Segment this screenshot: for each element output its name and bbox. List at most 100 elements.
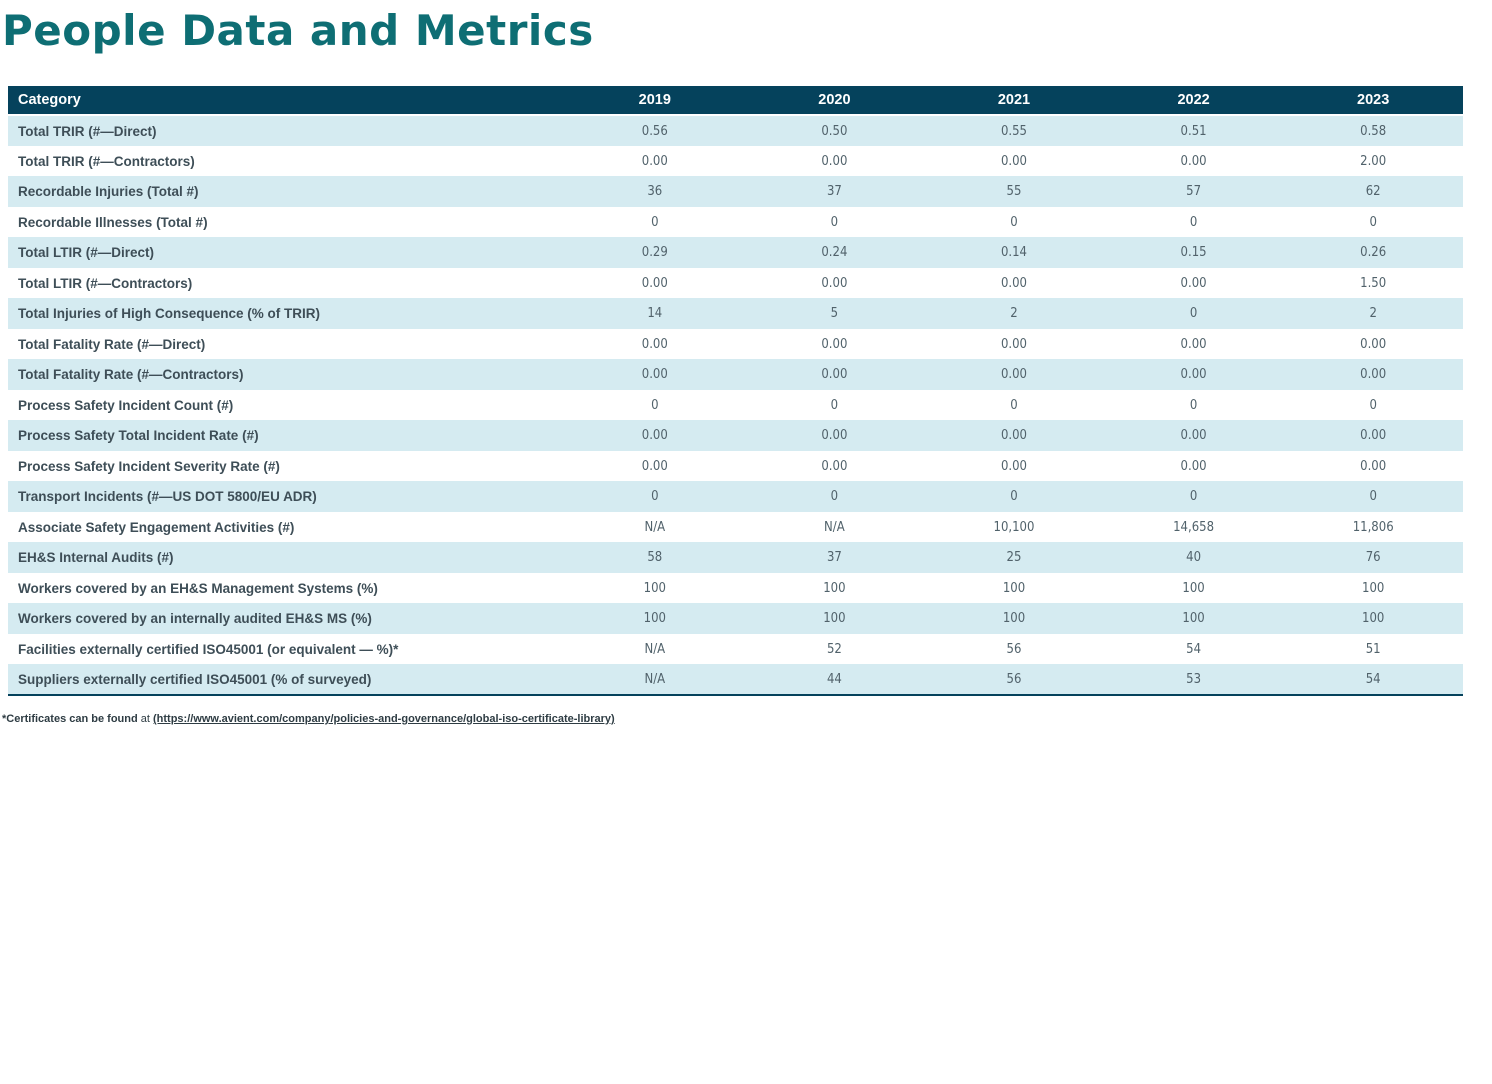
row-value: 0.00 xyxy=(1000,428,1027,444)
row-value: 0.00 xyxy=(1000,458,1027,474)
row-value: 0 xyxy=(1189,306,1198,322)
row-value: 0.00 xyxy=(641,428,668,444)
row-value: 44 xyxy=(826,671,842,687)
row-label: Facilities externally certified ISO45001… xyxy=(18,641,399,657)
row-value: 0.00 xyxy=(1360,367,1387,383)
row-value: 52 xyxy=(826,641,842,657)
row-value: 0 xyxy=(1369,214,1377,230)
table-row: Associate Safety Engagement Activities (… xyxy=(8,511,1463,543)
row-value: 0 xyxy=(651,214,659,230)
page-title: People Data and Metrics xyxy=(2,6,594,55)
row-value: 0 xyxy=(830,489,839,505)
row-value: 0 xyxy=(1369,489,1377,505)
table-row: Transport Incidents (#—US DOT 5800/EU AD… xyxy=(8,481,1463,512)
row-value: 0 xyxy=(830,397,839,413)
row-value: 0.00 xyxy=(1360,336,1387,352)
row-value: 25 xyxy=(1006,550,1022,566)
row-value: 0.00 xyxy=(821,367,848,383)
row-label: Process Safety Incident Count (#) xyxy=(18,397,234,413)
row-value: 0.00 xyxy=(641,367,668,383)
row-value: 1.50 xyxy=(1360,275,1387,291)
row-value: 0 xyxy=(1010,489,1018,505)
row-value: 76 xyxy=(1365,550,1381,566)
table-row: Total TRIR (#—Direct) 0.56 0.50 0.55 0.51 0.5… xyxy=(8,115,1463,146)
table-row: Total LTIR (#—Contractors) 0.00 0.00 0.00 0.… xyxy=(8,267,1463,299)
row-value: 51 xyxy=(1365,641,1381,657)
row-label: Workers covered by an internally audited… xyxy=(18,611,372,627)
row-value: N/A xyxy=(644,519,666,535)
row-value: 11,806 xyxy=(1352,519,1394,535)
row-value: 0.00 xyxy=(1360,428,1387,444)
row-value: 0.00 xyxy=(1180,458,1207,474)
row-value: 0.00 xyxy=(1180,367,1207,383)
row-value: 0.00 xyxy=(1000,336,1027,352)
row-value: 54 xyxy=(1365,671,1381,687)
row-value: 0 xyxy=(1189,214,1198,230)
row-value: 53 xyxy=(1186,671,1202,687)
table-row: Total Fatality Rate (#—Contractors) 0.00 0… xyxy=(8,359,1463,390)
row-value: 0.00 xyxy=(821,153,848,169)
footnote-certificate-link[interactable]: (https://www.avient.com/company/policies… xyxy=(153,712,615,725)
row-value: 0 xyxy=(830,214,839,230)
row-label: Total TRIR (#—Contractors) xyxy=(18,153,195,169)
row-value: 100 xyxy=(1002,580,1026,596)
row-value: 56 xyxy=(1006,671,1022,687)
row-value: 14,658 xyxy=(1173,519,1215,535)
table-row: Process Safety Incident Severity Rate (#… xyxy=(8,450,1463,482)
row-value: 36 xyxy=(647,184,663,200)
row-value: 0.00 xyxy=(1180,153,1207,169)
row-label: Recordable Illnesses (Total #) xyxy=(18,214,208,230)
row-value: 100 xyxy=(1002,611,1026,627)
row-value: 0.00 xyxy=(821,458,848,474)
row-label: Transport Incidents (#—US DOT 5800/EU AD… xyxy=(18,489,317,505)
row-value: 0 xyxy=(1189,489,1198,505)
row-value: 100 xyxy=(823,611,846,627)
column-header-category: Category xyxy=(8,86,565,117)
row-value: 100 xyxy=(1182,611,1205,627)
row-label: Total Fatality Rate (#—Contractors) xyxy=(18,367,244,383)
people-data-metrics-table: Category 2019 2020 2021 2022 2023 Total TRIR… xyxy=(8,86,1463,696)
row-value: 0.00 xyxy=(1180,275,1207,291)
row-value: 56 xyxy=(1006,641,1022,657)
row-value: 0.00 xyxy=(1180,428,1207,444)
row-value: 0.55 xyxy=(1000,123,1027,139)
table-row: EH&S Internal Audits (#) 58 37 25 40 76 xyxy=(8,542,1463,573)
table-row: Total LTIR (#—Direct) 0.29 0.24 0.14 0.15 0.2… xyxy=(8,237,1463,268)
row-value: 0.00 xyxy=(1180,336,1207,352)
table-row: Suppliers externally certified ISO45001 … xyxy=(8,664,1463,695)
row-value: N/A xyxy=(644,641,666,657)
row-value: 0.00 xyxy=(641,458,668,474)
row-value: 0.00 xyxy=(821,275,848,291)
row-value: 40 xyxy=(1186,550,1202,566)
row-value: 2 xyxy=(1369,306,1377,322)
row-label: Total LTIR (#—Contractors) xyxy=(18,275,193,291)
row-value: 0.00 xyxy=(1360,458,1387,474)
row-value: 100 xyxy=(1362,611,1385,627)
row-value: 0.14 xyxy=(1000,245,1027,261)
row-value: 0.00 xyxy=(1000,275,1027,291)
row-value: 0.00 xyxy=(1000,153,1027,169)
row-label: Total LTIR (#—Direct) xyxy=(18,245,155,261)
row-value: 62 xyxy=(1365,184,1381,200)
column-header-year: 2023 xyxy=(1283,86,1463,117)
row-value: 100 xyxy=(1362,580,1385,596)
footnote: *Certificates can be found at (https://w… xyxy=(2,713,1492,725)
row-value: 0.00 xyxy=(821,336,848,352)
row-label: EH&S Internal Audits (#) xyxy=(18,550,174,566)
row-label: Suppliers externally certified ISO45001 … xyxy=(18,671,372,687)
row-value: 0 xyxy=(1369,397,1377,413)
row-value: 55 xyxy=(1006,184,1022,200)
table-row: Workers covered by an internally audited… xyxy=(8,603,1463,634)
row-label: Total Fatality Rate (#—Direct) xyxy=(18,336,206,352)
row-value: 0.26 xyxy=(1360,245,1387,261)
column-header-year: 2022 xyxy=(1103,86,1284,117)
row-value: 2 xyxy=(1010,306,1018,322)
table-row: Total TRIR (#—Contractors) 0.00 0.00 0.00 0.… xyxy=(8,145,1463,177)
table-row: Recordable Illnesses (Total #) 0 0 0 0 0 xyxy=(8,206,1463,238)
row-value: 37 xyxy=(826,184,842,200)
row-value: 5 xyxy=(830,306,839,322)
row-value: 0 xyxy=(1010,214,1018,230)
row-value: 2.00 xyxy=(1360,153,1387,169)
column-header-year: 2019 xyxy=(565,86,745,117)
row-value: 10,100 xyxy=(993,519,1035,535)
